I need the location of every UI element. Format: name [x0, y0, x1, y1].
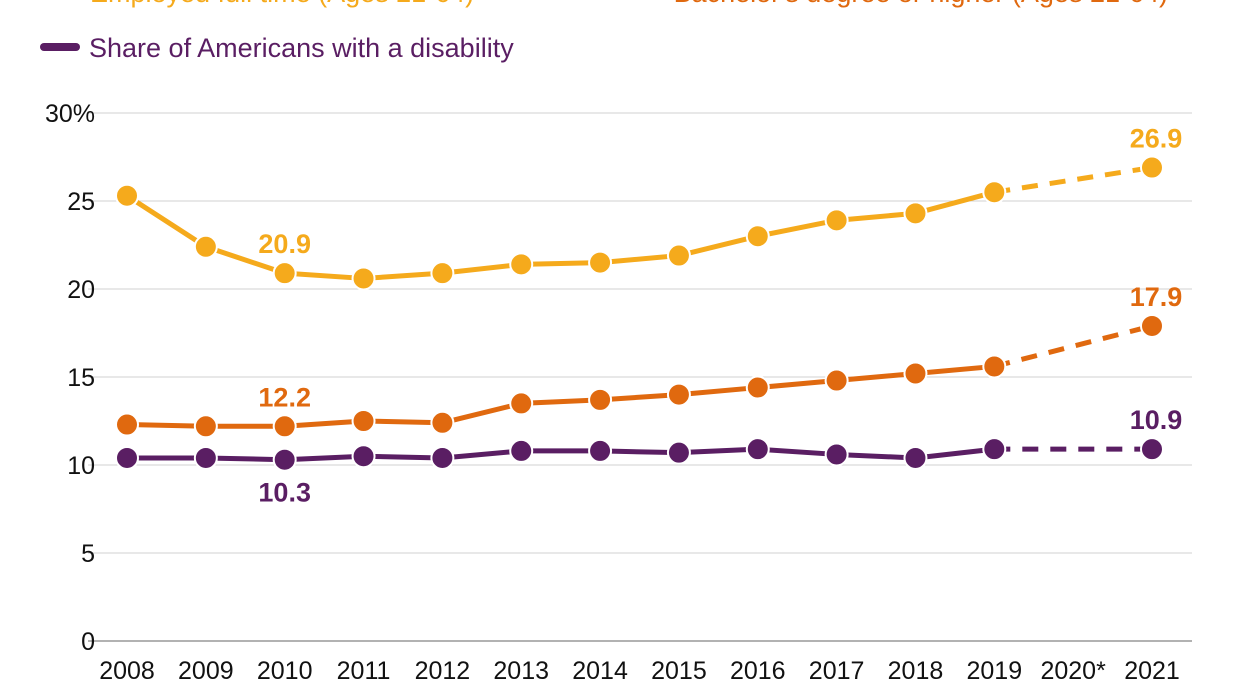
x-tick-label: 2010 [257, 657, 313, 685]
data-point [824, 208, 849, 233]
x-tick-label: 2016 [730, 657, 786, 685]
data-point [745, 375, 770, 400]
data-point [193, 445, 218, 470]
data-point [824, 368, 849, 393]
data-point [272, 414, 297, 439]
data-point [115, 412, 139, 437]
data-label: 20.9 [258, 229, 311, 259]
data-label: 26.9 [1130, 124, 1183, 154]
y-tick-label: 20 [67, 276, 95, 304]
data-point [509, 391, 534, 416]
data-point [1140, 155, 1164, 180]
series-line [127, 446, 995, 463]
data-point [430, 410, 455, 435]
data-label: 12.2 [258, 382, 311, 412]
data-point [1140, 437, 1164, 462]
data-point [351, 266, 376, 291]
data-point [351, 444, 376, 469]
data-point [272, 261, 297, 286]
x-tick-label: 2014 [572, 657, 628, 685]
data-point [115, 183, 139, 208]
data-point [824, 442, 849, 467]
data-point [193, 414, 218, 439]
series-line [126, 363, 995, 429]
legend-label-disability: Share of Americans with a disability [89, 33, 514, 63]
y-tick-label: 10 [67, 452, 95, 480]
data-point [666, 440, 691, 465]
data-point [430, 261, 455, 286]
data-point [745, 437, 770, 462]
data-point [272, 447, 297, 472]
x-tick-label: 2015 [651, 657, 707, 685]
data-point [509, 438, 534, 463]
data-point [588, 387, 613, 412]
data-point [1140, 313, 1164, 338]
data-point [903, 445, 928, 470]
data-point [588, 438, 613, 463]
data-label: 10.3 [258, 478, 311, 508]
y-tick-label: 15 [67, 364, 95, 392]
data-label: 10.9 [1130, 405, 1183, 435]
data-point [982, 437, 1007, 462]
x-tick-label: 2020* [1040, 657, 1106, 685]
x-tick-label: 2013 [493, 657, 549, 685]
x-tick-label: 2018 [888, 657, 944, 685]
data-point [509, 252, 534, 277]
data-point [666, 382, 691, 407]
data-point [430, 445, 455, 470]
data-point [588, 250, 613, 275]
data-point [115, 445, 139, 470]
data-point [745, 224, 770, 249]
data-point [351, 409, 376, 433]
legend-label-bachelors: Bachelor's degree or higher (Ages 21-64) [674, 0, 1168, 8]
x-tick-label: 2008 [99, 657, 155, 685]
x-tick-label: 2021 [1124, 657, 1180, 685]
data-point [903, 361, 928, 386]
x-tick-label: 2009 [178, 657, 234, 685]
series-line-dashed [993, 165, 1153, 195]
data-point [903, 201, 928, 226]
data-point [982, 354, 1007, 379]
data-point [666, 243, 691, 268]
y-tick-label: 5 [81, 540, 95, 568]
data-point [982, 180, 1007, 205]
x-tick-label: 2017 [809, 657, 865, 685]
y-tick-label: 0 [81, 628, 95, 656]
data-point [193, 234, 218, 259]
series-line [125, 189, 995, 281]
y-tick-label: 30% [45, 100, 95, 128]
x-tick-label: 2019 [966, 657, 1022, 685]
legend-label-employed: Employed full time (Ages 21-64) [90, 0, 474, 8]
y-tick-label: 25 [67, 188, 95, 216]
x-tick-label: 2011 [337, 657, 391, 685]
series-line-dashed [993, 323, 1153, 369]
x-tick-label: 2012 [415, 657, 471, 685]
data-label: 17.9 [1130, 282, 1183, 312]
